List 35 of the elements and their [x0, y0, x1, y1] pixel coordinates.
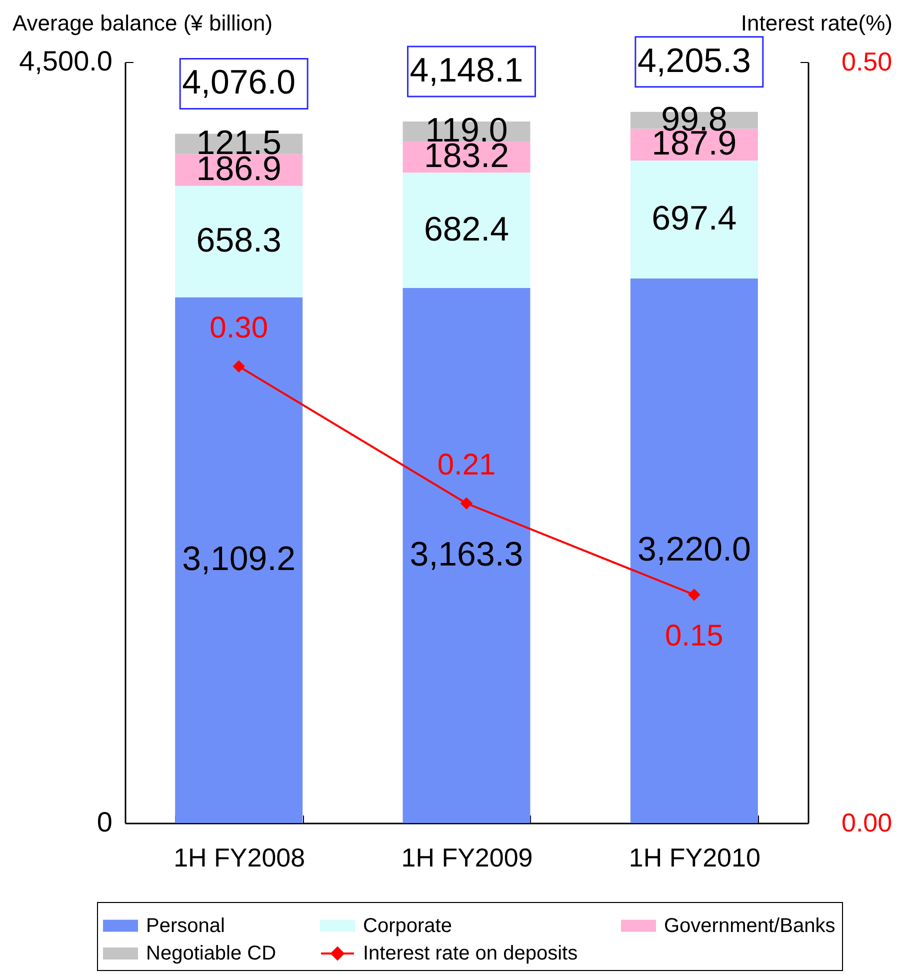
y2-axis-title: Interest rate(%)	[740, 10, 892, 36]
bar	[630, 160, 758, 278]
point	[232, 360, 245, 373]
bar	[402, 288, 530, 823]
y2-tick-label: 0.00	[842, 808, 892, 838]
point	[460, 497, 473, 510]
total-label: 4,076.0	[182, 64, 296, 102]
bar	[402, 172, 530, 288]
point	[688, 588, 700, 601]
y-tick-label: 4,500.0	[19, 46, 112, 76]
x-tick-label: 1H FY2008	[174, 842, 306, 872]
data-label: 0.21	[437, 448, 496, 482]
y-axis-title: Average balance (¥ billion)	[12, 10, 273, 36]
bar	[175, 297, 303, 823]
legend-label: Government/Banks	[664, 914, 836, 937]
legend-label: Interest rate on deposits	[363, 942, 578, 964]
data-label: 3,220.0	[637, 530, 751, 569]
legend-label: Negotiable CD	[146, 942, 276, 964]
legend-label: Personal	[146, 914, 225, 937]
bar	[175, 186, 303, 298]
legend-label: Corporate	[363, 914, 452, 937]
data-label: 697.4	[652, 199, 737, 238]
data-label: 682.4	[424, 210, 510, 248]
data-label: 658.3	[196, 222, 282, 260]
data-label: 0.15	[664, 620, 724, 653]
data-label: 0.30	[210, 311, 268, 344]
total-label: 4,205.3	[637, 42, 751, 80]
bar	[630, 278, 758, 823]
x-tick-label: 1H FY2010	[628, 842, 760, 872]
data-label: 3,163.3	[410, 536, 524, 574]
y-tick-label: 0	[96, 806, 112, 838]
total-label: 4,148.1	[410, 52, 524, 90]
x-tick-label: 1H FY2009	[401, 842, 533, 872]
data-label: 3,109.2	[182, 540, 296, 578]
y2-tick-label: 0.50	[842, 46, 892, 76]
